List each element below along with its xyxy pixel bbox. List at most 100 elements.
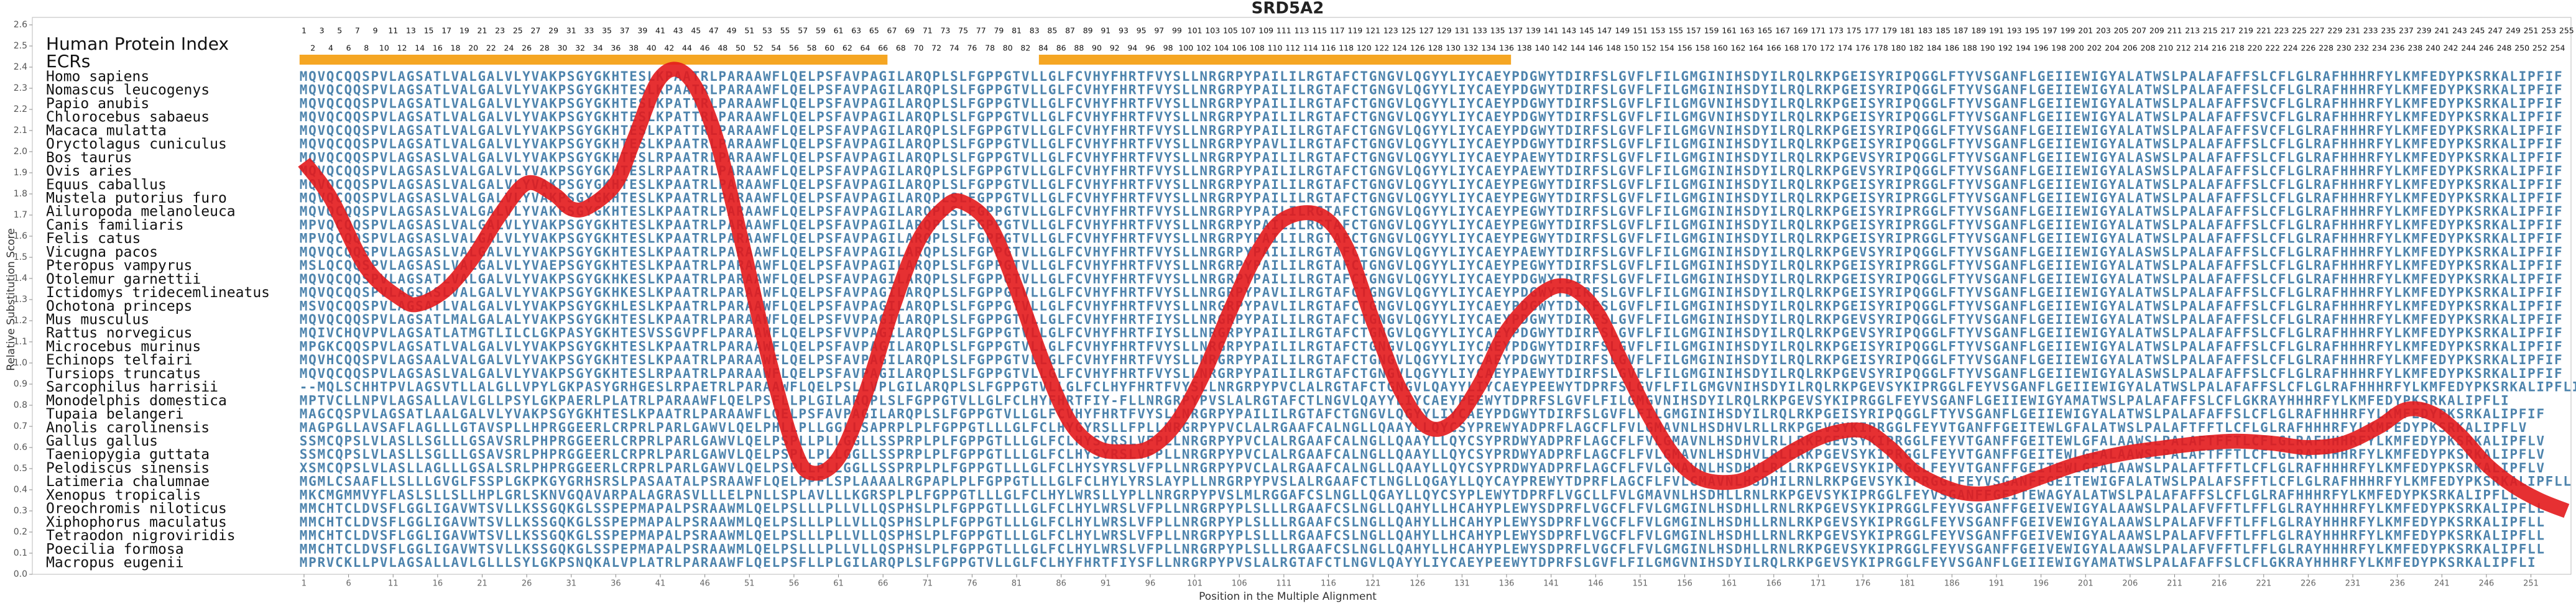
position-label: 84 (1038, 44, 1048, 53)
position-label: 77 (976, 26, 986, 35)
position-label: 223 (2274, 26, 2289, 35)
position-label: 127 (1419, 26, 1434, 35)
position-label: 114 (1303, 44, 1318, 53)
position-label: 175 (1847, 26, 1862, 35)
position-label: 221 (2256, 26, 2271, 35)
y-tick-label: 1.1 (14, 337, 27, 347)
species-name: Tursiops truncatus (46, 365, 201, 382)
position-label: 60 (824, 44, 834, 53)
position-label: 130 (1446, 44, 1461, 53)
y-tick-label: 1.6 (14, 231, 27, 241)
position-label: 11 (388, 26, 398, 35)
position-label: 80 (1003, 44, 1013, 53)
position-label: 215 (2203, 26, 2218, 35)
position-label: 125 (1401, 26, 1416, 35)
position-label: 3 (320, 26, 325, 35)
position-label: 248 (2497, 44, 2512, 53)
sequence: MQVQCQQSPVLAGSASLVALGALVLYVAKPSGYGKHTESL… (300, 244, 2562, 259)
score-line (298, 62, 2570, 518)
x-tick-label: 96 (1145, 579, 1156, 589)
position-label: 61 (834, 26, 844, 35)
position-label: 232 (2354, 44, 2369, 53)
x-tick-label: 51 (744, 579, 755, 589)
x-tick-label: 61 (833, 579, 844, 589)
position-label: 113 (1295, 26, 1309, 35)
species-name: Mustela putorius furo (46, 190, 227, 206)
x-tick-label: 236 (2389, 579, 2405, 589)
position-label: 150 (1624, 44, 1639, 53)
sequence: MPGKCQQSPVLAGSATLVALGALVLYVAKPSGYGKHTESL… (300, 339, 2562, 354)
position-label: 123 (1383, 26, 1398, 35)
position-label: 16 (433, 44, 443, 53)
position-label: 103 (1205, 26, 1220, 35)
position-label: 51 (744, 26, 754, 35)
position-label: 76 (967, 44, 977, 53)
position-label: 81 (1012, 26, 1022, 35)
position-label: 136 (1499, 44, 1514, 53)
position-label: 201 (2078, 26, 2093, 35)
ecr-range (1038, 55, 1512, 65)
position-label: 28 (540, 44, 550, 53)
ecr-label: ECRs (46, 51, 90, 71)
position-label: 89 (1083, 26, 1093, 35)
y-tick-label: 1.7 (14, 210, 27, 220)
x-tick-label: 176 (1855, 579, 1871, 589)
position-label: 53 (762, 26, 772, 35)
position-label: 31 (566, 26, 576, 35)
position-label: 132 (1464, 44, 1479, 53)
species-name: Pteropus vampyrus (46, 258, 192, 274)
sequence: MQVQCQQSPVLAGSASLVALGALVLYVAKPSGYGKHKESL… (300, 285, 2562, 300)
position-label: 146 (1588, 44, 1603, 53)
position-label: 195 (2024, 26, 2039, 35)
position-label: 162 (1731, 44, 1746, 53)
position-label: 142 (1553, 44, 1567, 53)
position-label: 198 (2051, 44, 2066, 53)
position-label: 83 (1030, 26, 1040, 35)
position-label: 217 (2221, 26, 2236, 35)
sequence: XSMCQPSLVLASLLAGLLLGSALSRLPHPRGGEERLCRPR… (300, 461, 2545, 475)
species-name: Macaca mulatta (46, 122, 167, 139)
position-label: 251 (2524, 26, 2539, 35)
species-name: Oryctolagus cuniculus (46, 136, 227, 152)
y-tick-label: 1.5 (14, 252, 27, 262)
position-label: 101 (1188, 26, 1203, 35)
x-tick-label: 181 (1900, 579, 1915, 589)
x-tick-label: 146 (1588, 579, 1604, 589)
y-tick-label: 2.4 (14, 62, 27, 72)
position-label: 56 (789, 44, 799, 53)
position-label: 100 (1178, 44, 1193, 53)
sequence: MQVQCQQSPVLAGSATLVALGALVLYVAKPSGYGKHTESL… (300, 83, 2562, 98)
x-tick-label: 161 (1722, 579, 1737, 589)
y-tick-label: 0.2 (14, 527, 27, 537)
chart-title: SRD5A2 (1252, 0, 1324, 18)
position-label: 145 (1579, 26, 1594, 35)
position-label: 120 (1357, 44, 1372, 53)
sequence: MKCMGMMVYFLASLSLLSLLHPLGRLSKNVGQAVARPALA… (300, 487, 2518, 502)
position-label: 29 (548, 26, 558, 35)
position-label: 87 (1065, 26, 1075, 35)
sequence: MMCHTCLDVSFLGGLIGAVWTSVLLKSSGQKGLSSPEPMA… (300, 528, 2544, 543)
y-tick-label: 0.3 (14, 506, 27, 516)
position-label: 85 (1047, 26, 1057, 35)
position-label: 8 (364, 44, 369, 53)
x-tick-label: 71 (923, 579, 933, 589)
x-tick-label: 111 (1276, 579, 1291, 589)
position-label: 25 (513, 26, 523, 35)
x-tick-label: 171 (1811, 579, 1826, 589)
position-label: 216 (2212, 44, 2227, 53)
position-label: 159 (1704, 26, 1719, 35)
position-label: 218 (2230, 44, 2245, 53)
species-name: Canis familiaris (46, 217, 184, 233)
position-label: 88 (1074, 44, 1084, 53)
position-label: 64 (861, 44, 870, 53)
x-tick-label: 6 (346, 579, 351, 589)
position-label: 231 (2345, 26, 2360, 35)
y-tick-label: 0.6 (14, 443, 27, 452)
position-label: 156 (1678, 44, 1692, 53)
position-label: 160 (1713, 44, 1728, 53)
y-axis-label: Relative Substitution Score (5, 228, 17, 371)
y-tick-label: 0.4 (14, 485, 27, 495)
position-label: 32 (575, 44, 585, 53)
y-tick-label: 1.2 (14, 316, 27, 326)
species-name: Mus musculus (46, 312, 149, 328)
